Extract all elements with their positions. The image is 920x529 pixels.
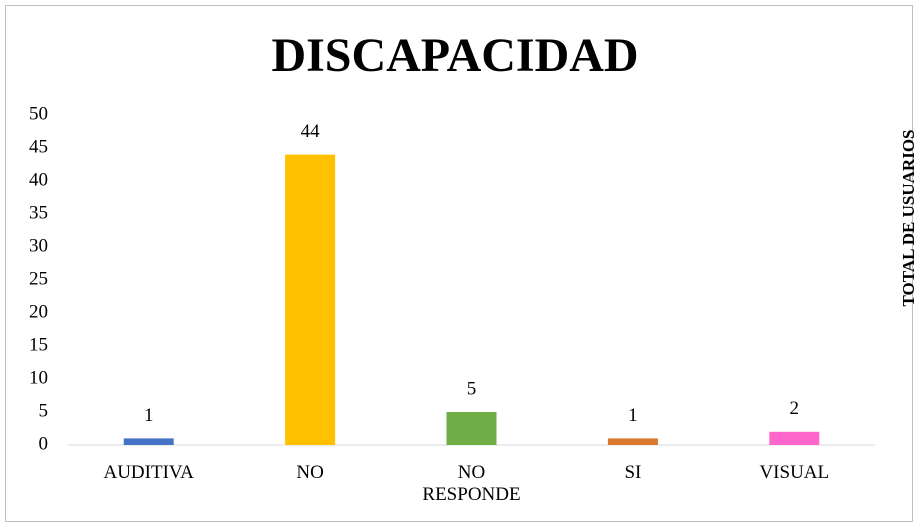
bar [769, 431, 820, 445]
y-tick-label: 0 [39, 433, 49, 454]
bar [285, 154, 336, 445]
y-tick-label: 20 [29, 301, 48, 322]
x-tick-label: NO [296, 462, 324, 483]
bar [446, 412, 497, 445]
x-tick-label: AUDITIVA [103, 462, 194, 483]
y-tick-label: 35 [29, 202, 48, 223]
data-label: 1 [144, 405, 154, 426]
y-tick-label: 50 [29, 103, 48, 124]
y-tick-label: 25 [29, 268, 48, 289]
y-tick-label: 10 [29, 367, 48, 388]
y-tick-label: 15 [29, 334, 48, 355]
chart-title: DISCAPACIDAD [271, 29, 638, 82]
data-label: 5 [467, 378, 477, 399]
data-label: 2 [790, 398, 800, 419]
data-label: 44 [301, 121, 321, 142]
y-tick-label: 40 [29, 169, 48, 190]
bar [607, 438, 658, 445]
bar [123, 438, 174, 445]
y-tick-label: 45 [29, 136, 48, 157]
x-tick-label: SI [624, 462, 642, 483]
y-tick-label: 5 [39, 400, 49, 421]
y-axis-label: TOTAL DE USUARIOS [899, 130, 918, 307]
x-tick-label: NO RESPONDE [422, 462, 521, 505]
x-tick-label: VISUAL [759, 462, 830, 483]
y-tick-label: 30 [29, 235, 48, 256]
data-label: 1 [628, 405, 638, 426]
